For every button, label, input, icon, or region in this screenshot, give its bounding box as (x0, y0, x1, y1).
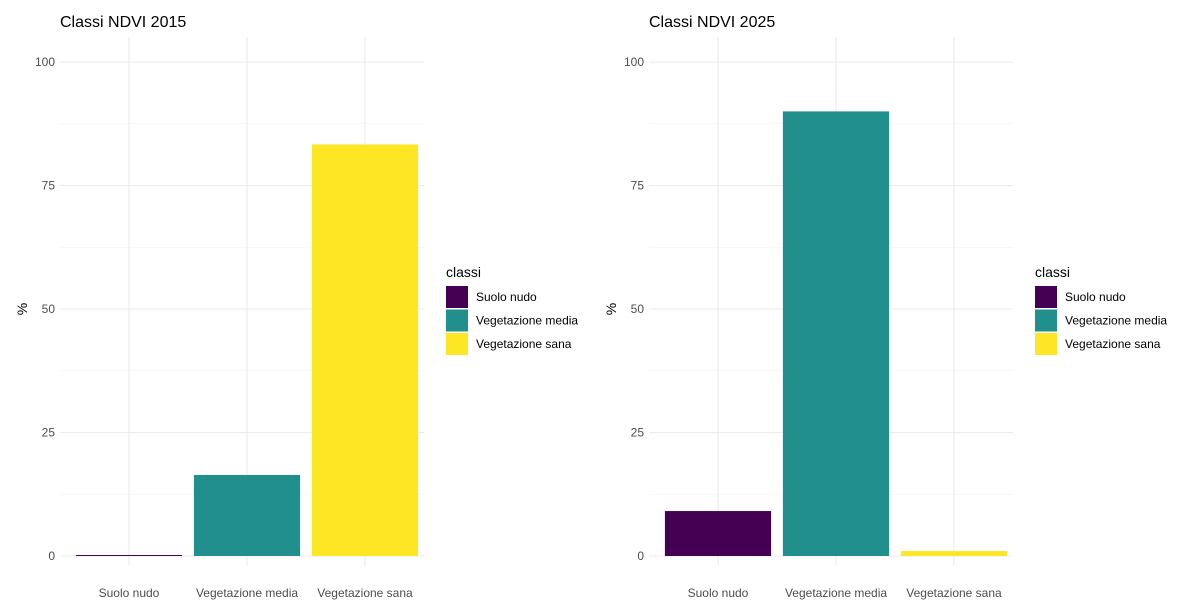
y-tick-label: 0 (637, 549, 644, 563)
bar-vegetazione-sana (311, 144, 419, 557)
legend: classi Suolo nudo Vegetazione media Vegetaz… (446, 264, 578, 355)
legend-key-suolo-nudo (446, 286, 468, 308)
y-tick-label: 0 (48, 549, 55, 563)
legend-key-vegetazione-media (1035, 309, 1057, 332)
y-tick-label: 75 (42, 179, 56, 193)
x-tick-label: Vegetazione sana (317, 586, 413, 600)
y-tick-label: 100 (35, 55, 55, 69)
y-tick-label: 25 (631, 426, 645, 440)
y-tick-label: 100 (624, 55, 644, 69)
legend-label: Vegetazione media (476, 314, 578, 328)
x-tick-label: Vegetazione media (196, 586, 298, 600)
legend-label: Vegetazione sana (476, 337, 572, 351)
legend-label: Vegetazione media (1065, 314, 1167, 328)
x-tick-label: Vegetazione sana (906, 586, 1002, 600)
x-tick-label: Vegetazione media (785, 586, 887, 600)
legend-key-vegetazione-sana (446, 333, 468, 355)
legend-label: Vegetazione sana (1065, 337, 1161, 351)
legend-label: Suolo nudo (476, 290, 537, 304)
bar-suolo-nudo (75, 555, 183, 556)
y-axis-title: % (603, 303, 619, 315)
chart-panel-2: 0 25 50 75 100 Suolo nudo Vegetazione media Veg… (603, 14, 1167, 600)
chart-title: Classi NDVI 2025 (649, 14, 775, 31)
y-tick-label: 50 (42, 302, 56, 316)
x-tick-label: Suolo nudo (99, 586, 160, 600)
bar-vegetazione-sana (900, 551, 1008, 556)
legend-title: classi (1035, 264, 1070, 280)
x-tick-label: Suolo nudo (688, 586, 749, 600)
y-axis-title: % (14, 303, 30, 315)
chart-panel-1: 0 25 50 75 100 Suolo nudo Vegetazione media Veg… (14, 14, 578, 600)
y-tick-label: 50 (631, 302, 645, 316)
legend-key-vegetazione-sana (1035, 333, 1057, 355)
bar-vegetazione-media (782, 111, 890, 557)
bar-vegetazione-media (193, 474, 301, 556)
legend-label: Suolo nudo (1065, 290, 1126, 304)
bar-suolo-nudo (664, 511, 772, 556)
legend-key-suolo-nudo (1035, 286, 1057, 308)
legend-key-vegetazione-media (446, 309, 468, 332)
y-tick-label: 75 (631, 179, 645, 193)
y-tick-label: 25 (42, 426, 56, 440)
chart-title: Classi NDVI 2015 (60, 14, 186, 31)
legend: classi Suolo nudo Vegetazione media Vegetaz… (1035, 264, 1167, 355)
legend-title: classi (446, 264, 481, 280)
